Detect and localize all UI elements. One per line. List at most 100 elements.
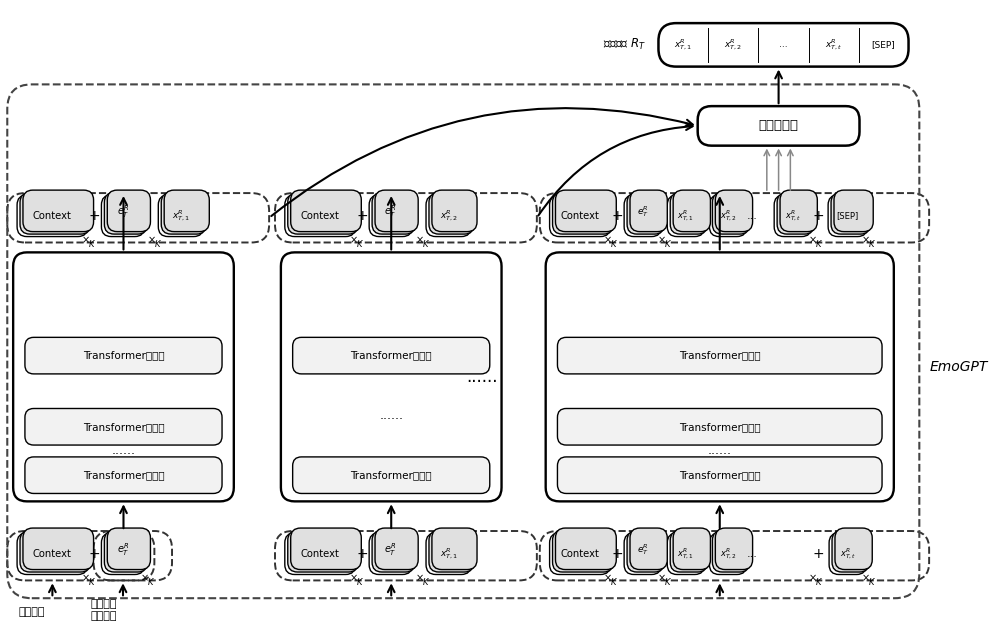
Text: Context: Context — [561, 211, 599, 221]
FancyBboxPatch shape — [715, 190, 753, 232]
FancyBboxPatch shape — [834, 190, 873, 232]
Text: Transformer解码器: Transformer解码器 — [83, 470, 164, 480]
FancyBboxPatch shape — [23, 190, 94, 232]
Text: $x^R_{T,2}$: $x^R_{T,2}$ — [720, 547, 737, 561]
Text: ...: ... — [747, 211, 758, 221]
Text: K: K — [155, 240, 160, 249]
Text: K: K — [148, 578, 153, 587]
Text: ...: ... — [747, 548, 758, 558]
FancyBboxPatch shape — [557, 457, 882, 494]
FancyBboxPatch shape — [25, 338, 222, 374]
FancyBboxPatch shape — [624, 533, 661, 575]
FancyBboxPatch shape — [285, 195, 355, 236]
Text: $\times$: $\times$ — [81, 573, 90, 583]
FancyBboxPatch shape — [293, 457, 490, 494]
Text: K: K — [665, 578, 670, 587]
Text: +: + — [812, 547, 824, 561]
Text: Transformer解码器: Transformer解码器 — [83, 351, 164, 361]
FancyBboxPatch shape — [630, 528, 667, 570]
FancyBboxPatch shape — [429, 530, 474, 572]
FancyBboxPatch shape — [17, 195, 88, 236]
FancyBboxPatch shape — [288, 193, 358, 234]
FancyBboxPatch shape — [658, 23, 909, 67]
Text: $\times$: $\times$ — [657, 235, 666, 246]
Text: Transformer解码器: Transformer解码器 — [350, 351, 432, 361]
Text: $x^R_{T,1}$: $x^R_{T,1}$ — [677, 208, 694, 223]
Text: $e^R_T$: $e^R_T$ — [117, 542, 129, 558]
Text: $x^R_{T,1}$: $x^R_{T,1}$ — [172, 208, 190, 223]
FancyBboxPatch shape — [673, 528, 710, 570]
FancyBboxPatch shape — [670, 193, 707, 234]
FancyBboxPatch shape — [546, 252, 894, 501]
Text: $\times$: $\times$ — [808, 573, 817, 583]
Text: $\times$: $\times$ — [657, 573, 666, 583]
Text: K: K — [422, 240, 428, 249]
Text: Transformer解码器: Transformer解码器 — [679, 470, 761, 480]
FancyBboxPatch shape — [432, 528, 477, 570]
FancyBboxPatch shape — [291, 528, 361, 570]
FancyArrowPatch shape — [538, 124, 693, 215]
FancyBboxPatch shape — [293, 338, 490, 374]
Text: $\times$: $\times$ — [861, 235, 870, 246]
FancyBboxPatch shape — [774, 195, 811, 236]
FancyBboxPatch shape — [17, 533, 88, 575]
FancyBboxPatch shape — [709, 195, 747, 236]
Text: 指定情感
类别标签: 指定情感 类别标签 — [90, 599, 117, 621]
Text: Transformer解码器: Transformer解码器 — [679, 422, 761, 432]
Text: K: K — [869, 240, 874, 249]
FancyBboxPatch shape — [550, 533, 610, 575]
FancyBboxPatch shape — [25, 457, 222, 494]
FancyBboxPatch shape — [712, 530, 750, 572]
FancyBboxPatch shape — [101, 195, 145, 236]
Text: $x^R_{T,t}$: $x^R_{T,t}$ — [840, 547, 856, 561]
Text: +: + — [89, 547, 100, 561]
Text: 对话上文: 对话上文 — [18, 607, 45, 617]
Text: $\times$: $\times$ — [81, 235, 90, 246]
Text: $e^R_T$: $e^R_T$ — [637, 205, 649, 219]
Text: 生成回复 $R_T$: 生成回复 $R_T$ — [603, 37, 647, 52]
FancyBboxPatch shape — [553, 530, 613, 572]
Text: +: + — [356, 547, 368, 561]
FancyBboxPatch shape — [555, 528, 616, 570]
FancyBboxPatch shape — [553, 193, 613, 234]
FancyBboxPatch shape — [426, 195, 471, 236]
FancyArrowPatch shape — [271, 108, 693, 216]
Text: +: + — [812, 209, 824, 223]
Text: K: K — [357, 240, 362, 249]
FancyBboxPatch shape — [161, 193, 206, 234]
Text: +: + — [611, 547, 623, 561]
Text: $x^R_{T,t}$: $x^R_{T,t}$ — [785, 208, 801, 223]
Text: $x^R_{T,t}$: $x^R_{T,t}$ — [825, 37, 842, 52]
FancyBboxPatch shape — [550, 195, 610, 236]
FancyBboxPatch shape — [288, 530, 358, 572]
Text: $x^R_{T,1}$: $x^R_{T,1}$ — [674, 37, 693, 52]
Text: K: K — [357, 578, 362, 587]
Text: Context: Context — [301, 548, 340, 558]
Text: $\times$: $\times$ — [415, 235, 424, 246]
Text: $\times$: $\times$ — [808, 235, 817, 246]
FancyBboxPatch shape — [281, 252, 502, 501]
FancyBboxPatch shape — [831, 193, 870, 234]
FancyBboxPatch shape — [369, 195, 412, 236]
Text: Context: Context — [33, 211, 72, 221]
Text: Transformer解码器: Transformer解码器 — [83, 422, 164, 432]
Text: $\times$: $\times$ — [861, 573, 870, 583]
FancyBboxPatch shape — [429, 193, 474, 234]
FancyBboxPatch shape — [375, 528, 418, 570]
Text: $x^R_{T,2}$: $x^R_{T,2}$ — [720, 208, 737, 223]
FancyBboxPatch shape — [432, 190, 477, 232]
Text: K: K — [422, 578, 428, 587]
Text: $e^R_T$: $e^R_T$ — [637, 542, 649, 557]
FancyBboxPatch shape — [828, 195, 867, 236]
Text: +: + — [611, 209, 623, 223]
Text: $\times$: $\times$ — [147, 235, 156, 246]
FancyBboxPatch shape — [709, 533, 747, 575]
Text: K: K — [816, 578, 821, 587]
FancyBboxPatch shape — [630, 190, 667, 232]
FancyBboxPatch shape — [673, 190, 710, 232]
Text: $\times$: $\times$ — [349, 573, 358, 583]
Text: [SEP]: [SEP] — [837, 212, 859, 220]
Text: +: + — [89, 209, 100, 223]
Text: $\times$: $\times$ — [140, 573, 149, 583]
Text: Transformer解码器: Transformer解码器 — [350, 470, 432, 480]
